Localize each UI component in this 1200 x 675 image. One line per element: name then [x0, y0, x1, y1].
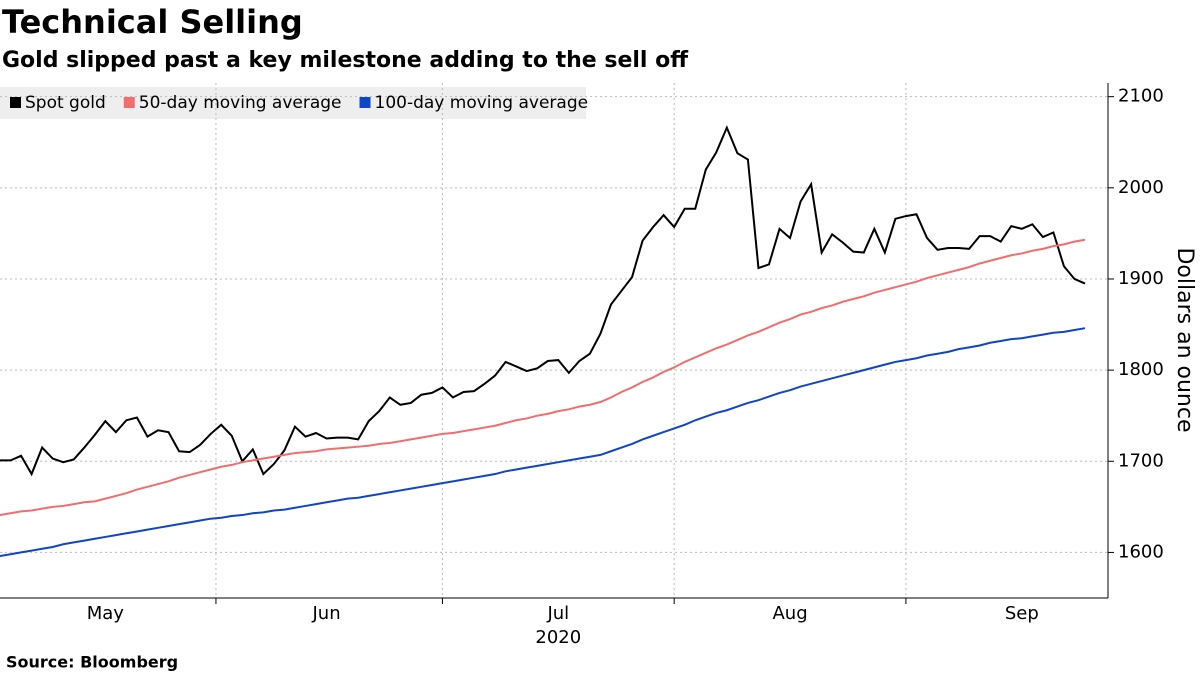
legend-background	[0, 87, 586, 119]
legend-swatch	[10, 97, 21, 108]
legend-label: 100-day moving average	[375, 93, 589, 113]
series-line	[0, 238, 1086, 517]
x-tick-label: Sep	[1005, 603, 1039, 624]
y-tick-label: 1800	[1118, 359, 1164, 380]
y-tick-label: 1600	[1118, 541, 1164, 562]
chart-title: Technical Selling	[2, 3, 303, 41]
y-tick-label: 1900	[1118, 268, 1164, 289]
x-tick-label: Aug	[772, 603, 807, 624]
y-tick-label: 2000	[1118, 177, 1164, 198]
chart-subtitle: Gold slipped past a key milestone adding…	[2, 48, 689, 73]
source: Source: Bloomberg	[6, 653, 178, 672]
x-tick-label: Jun	[311, 603, 340, 624]
legend-label: Spot gold	[25, 93, 106, 113]
y-tick-label: 1700	[1118, 450, 1164, 471]
x-tick-label: Jul	[546, 603, 569, 624]
x-year-label: 2020	[535, 627, 581, 648]
legend-swatch	[359, 97, 371, 108]
series-line	[0, 327, 1086, 558]
legend-label: 50-day moving average	[139, 93, 342, 113]
y-axis-label: Dollars an ounce	[1172, 247, 1197, 432]
series-line	[0, 125, 1086, 477]
legend-swatch	[123, 97, 135, 108]
y-tick-label: 2100	[1118, 86, 1164, 107]
x-tick-label: May	[87, 603, 125, 624]
